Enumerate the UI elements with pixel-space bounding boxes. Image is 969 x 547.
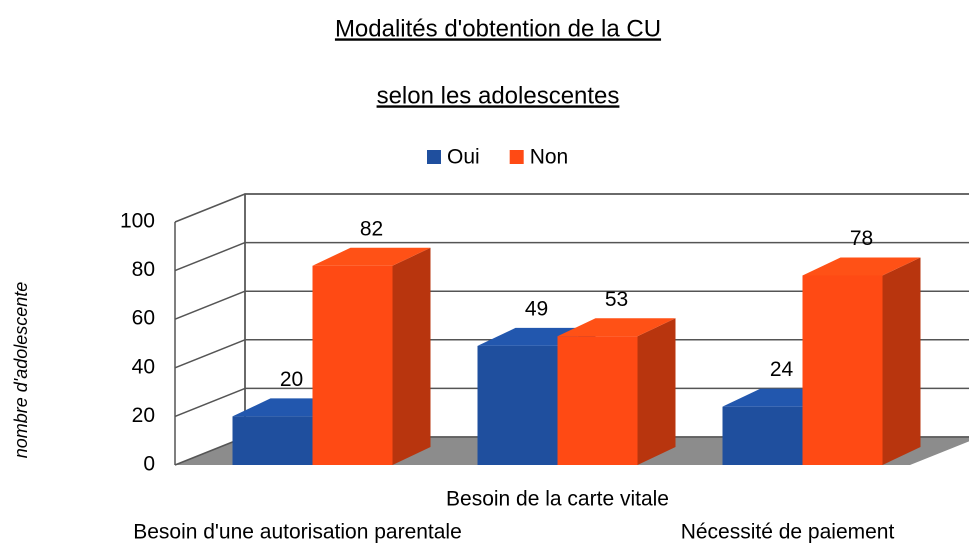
bar: [557, 336, 638, 465]
legend-swatch: [427, 150, 441, 164]
y-tick-label: 0: [143, 453, 155, 476]
bar: [802, 275, 883, 465]
chart-title: Modalités d'obtention de la CU: [335, 15, 661, 42]
legend-label: Non: [530, 146, 569, 169]
y-tick-label: 20: [132, 404, 155, 427]
grid-line: [174, 193, 246, 223]
bar-top: [557, 318, 676, 337]
grid-line: [174, 387, 246, 418]
bar-top: [312, 247, 431, 266]
y-tick-label: 100: [120, 210, 155, 233]
bar: [312, 265, 393, 465]
y-tick-label: 40: [132, 355, 155, 378]
grid-line: [174, 339, 246, 369]
value-label: 78: [850, 227, 873, 250]
chart-subtitle: selon les adolescentes: [377, 82, 620, 109]
bar-side: [882, 257, 921, 465]
y-tick-label: 80: [132, 258, 155, 281]
value-label: 82: [360, 217, 383, 240]
value-label: 24: [770, 358, 794, 381]
x-tick-label: Besoin de la carte vitale: [446, 488, 669, 511]
value-label: 53: [605, 288, 628, 311]
bar: [477, 345, 558, 465]
legend-label: Oui: [447, 146, 480, 169]
grid-line: [174, 241, 246, 272]
bar: [232, 416, 313, 465]
value-label: 20: [280, 368, 303, 391]
bar-top: [802, 257, 921, 276]
value-label: 49: [525, 297, 548, 320]
bar: [722, 406, 803, 465]
y-tick-label: 60: [132, 307, 155, 330]
x-tick-label: Besoin d'une autorisation parentale: [133, 521, 462, 544]
bar-side: [392, 247, 431, 465]
legend-swatch: [509, 150, 524, 164]
y-axis-label: nombre d'adolescente: [11, 282, 31, 459]
x-tick-label: Nécessité de paiement: [681, 521, 895, 544]
bar-side: [637, 318, 676, 465]
grid-line: [174, 290, 246, 320]
